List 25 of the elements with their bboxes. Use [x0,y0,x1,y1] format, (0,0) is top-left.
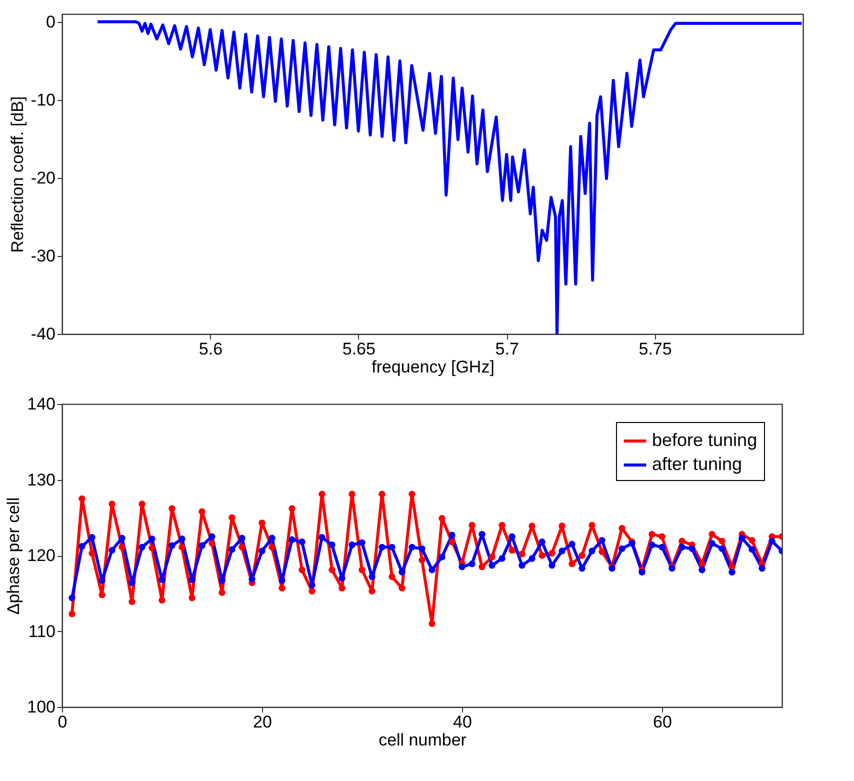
y-tick-label: 120 [27,546,56,565]
y-tick-label: 100 [27,698,56,716]
x-tick-label: 60 [653,712,672,732]
y-tick-label: 140 [27,394,56,414]
y-tick-label: -20 [30,168,56,188]
y-tick-label: -40 [30,324,56,344]
x-axis-title: cell number [378,730,467,750]
y-tick-label: -10 [30,90,56,110]
y-axis-title: Reflection coeff. [dB] [8,96,27,253]
line-series [96,20,803,334]
x-axis-title: frequency [GHz] [372,358,494,376]
y-tick-label: 130 [27,470,56,490]
y-tick-label: 0 [46,12,56,32]
legend-label: before tuning [652,430,758,450]
y-axis-title: Δphase per cell [4,497,24,615]
y-tick-label: -30 [30,246,56,266]
legend-label: after tuning [652,454,742,474]
x-tick-label: 5.7 [495,340,519,358]
x-tick-label: 0 [58,712,68,732]
x-tick-label: 5.75 [638,340,672,358]
y-tick-label: 110 [28,622,56,641]
x-tick-label: 5.6 [198,340,223,358]
x-tick-label: 5.65 [342,340,376,358]
x-tick-label: 20 [253,712,272,732]
x-tick-label: 40 [453,712,472,732]
